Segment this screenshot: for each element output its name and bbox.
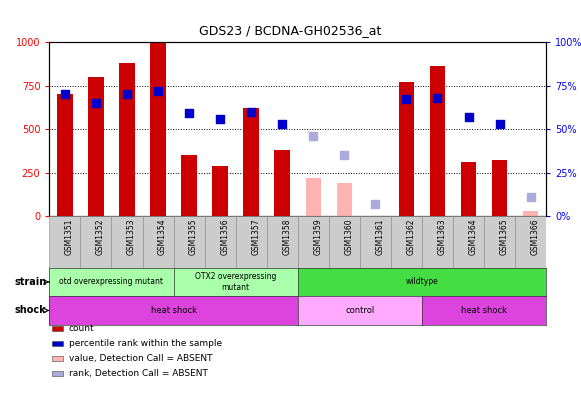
Text: GSM1357: GSM1357 xyxy=(251,219,260,255)
FancyBboxPatch shape xyxy=(329,216,360,268)
Text: GSM1351: GSM1351 xyxy=(65,219,74,255)
Text: count: count xyxy=(69,324,94,333)
Text: GSM1363: GSM1363 xyxy=(437,219,446,255)
Text: GSM1354: GSM1354 xyxy=(158,219,167,255)
FancyBboxPatch shape xyxy=(515,216,546,268)
Bar xyxy=(57,94,73,216)
FancyBboxPatch shape xyxy=(297,216,329,268)
Bar xyxy=(336,183,352,216)
Point xyxy=(184,110,193,116)
Text: GSM1364: GSM1364 xyxy=(468,219,478,255)
Text: GSM1355: GSM1355 xyxy=(189,219,198,255)
Text: GSM1358: GSM1358 xyxy=(282,219,291,255)
FancyBboxPatch shape xyxy=(360,216,391,268)
FancyBboxPatch shape xyxy=(174,216,205,268)
Text: GSM1362: GSM1362 xyxy=(407,219,415,255)
FancyBboxPatch shape xyxy=(80,216,112,268)
Text: heat shock: heat shock xyxy=(150,306,196,315)
Text: shock: shock xyxy=(15,305,46,316)
Text: value, Detection Call = ABSENT: value, Detection Call = ABSENT xyxy=(69,354,212,363)
FancyBboxPatch shape xyxy=(236,216,267,268)
Text: GSM1365: GSM1365 xyxy=(500,219,508,255)
FancyBboxPatch shape xyxy=(112,216,142,268)
FancyBboxPatch shape xyxy=(49,216,80,268)
Text: heat shock: heat shock xyxy=(461,306,507,315)
Bar xyxy=(119,63,135,216)
Point xyxy=(123,91,132,97)
Point xyxy=(526,194,535,200)
Bar xyxy=(181,155,197,216)
Bar xyxy=(523,211,539,216)
Bar xyxy=(88,77,104,216)
Point xyxy=(309,133,318,139)
Text: GSM1366: GSM1366 xyxy=(530,219,540,255)
Bar xyxy=(274,150,290,216)
FancyBboxPatch shape xyxy=(391,216,422,268)
Bar xyxy=(461,162,476,216)
FancyBboxPatch shape xyxy=(142,216,174,268)
Text: GSM1352: GSM1352 xyxy=(96,219,105,255)
Bar xyxy=(399,82,414,216)
Point xyxy=(91,100,101,106)
Bar xyxy=(243,108,259,216)
Point xyxy=(246,109,256,115)
Point xyxy=(433,95,442,101)
Point xyxy=(464,114,473,120)
Point xyxy=(340,152,349,158)
Text: otd overexpressing mutant: otd overexpressing mutant xyxy=(59,278,163,286)
Point xyxy=(216,116,225,122)
Text: wildtype: wildtype xyxy=(406,278,438,286)
Point xyxy=(371,201,380,207)
Text: strain: strain xyxy=(14,277,46,287)
Bar xyxy=(306,178,321,216)
Point xyxy=(402,96,411,103)
Text: GSM1353: GSM1353 xyxy=(127,219,136,255)
Point xyxy=(278,121,287,127)
Point xyxy=(495,121,504,127)
FancyBboxPatch shape xyxy=(422,216,453,268)
Point xyxy=(153,88,163,94)
Bar xyxy=(150,42,166,216)
Text: GSM1361: GSM1361 xyxy=(375,219,385,255)
FancyBboxPatch shape xyxy=(267,216,297,268)
FancyBboxPatch shape xyxy=(484,216,515,268)
Bar xyxy=(492,160,507,216)
Text: percentile rank within the sample: percentile rank within the sample xyxy=(69,339,222,348)
Text: GDS23 / BCDNA-GH02536_at: GDS23 / BCDNA-GH02536_at xyxy=(199,24,382,36)
Point xyxy=(60,91,70,97)
Text: GSM1359: GSM1359 xyxy=(313,219,322,255)
Text: control: control xyxy=(345,306,375,315)
FancyBboxPatch shape xyxy=(205,216,236,268)
Text: rank, Detection Call = ABSENT: rank, Detection Call = ABSENT xyxy=(69,369,207,378)
Bar xyxy=(213,166,228,216)
Bar xyxy=(430,67,445,216)
Text: GSM1356: GSM1356 xyxy=(220,219,229,255)
Text: GSM1360: GSM1360 xyxy=(345,219,353,255)
Text: OTX2 overexpressing
mutant: OTX2 overexpressing mutant xyxy=(195,272,277,291)
FancyBboxPatch shape xyxy=(453,216,484,268)
